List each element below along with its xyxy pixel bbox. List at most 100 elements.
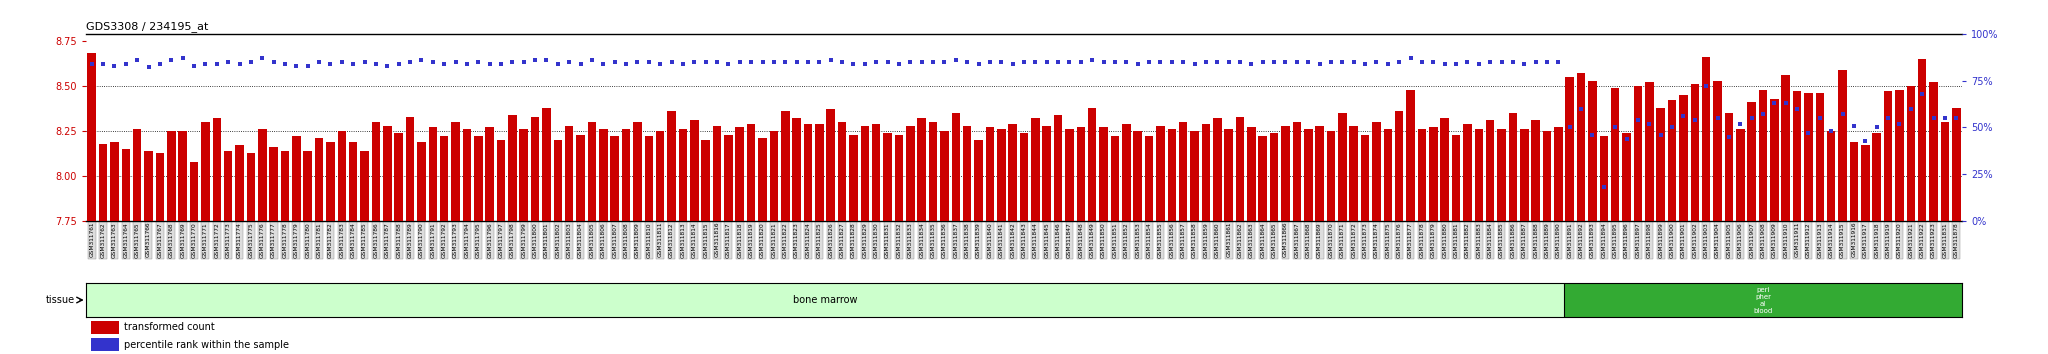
Point bbox=[588, 61, 621, 67]
Point bbox=[1008, 59, 1040, 65]
Bar bbox=[1407, 90, 1415, 221]
Bar bbox=[530, 116, 539, 221]
Point bbox=[995, 61, 1028, 67]
Bar bbox=[1315, 126, 1323, 221]
Point bbox=[1292, 59, 1325, 65]
Point bbox=[518, 57, 551, 63]
Bar bbox=[201, 122, 209, 221]
Bar bbox=[1087, 108, 1096, 221]
Point bbox=[950, 59, 983, 65]
Point bbox=[1280, 59, 1313, 65]
Bar bbox=[940, 131, 948, 221]
Bar bbox=[326, 142, 334, 221]
Bar bbox=[600, 129, 608, 221]
Bar bbox=[1497, 129, 1505, 221]
Point bbox=[1645, 132, 1677, 138]
Point bbox=[1122, 61, 1155, 67]
Bar bbox=[770, 131, 778, 221]
Point bbox=[76, 61, 109, 67]
Bar bbox=[1907, 86, 1915, 221]
Bar bbox=[895, 135, 903, 221]
Point bbox=[541, 61, 573, 67]
Bar bbox=[1077, 127, 1085, 221]
Point bbox=[1065, 59, 1098, 65]
Bar bbox=[1554, 127, 1563, 221]
Bar bbox=[758, 138, 766, 221]
Bar bbox=[1542, 131, 1550, 221]
Bar bbox=[143, 151, 154, 221]
Bar bbox=[645, 136, 653, 221]
Bar bbox=[905, 126, 915, 221]
Point bbox=[598, 59, 631, 65]
Point bbox=[883, 61, 915, 67]
Bar bbox=[678, 129, 688, 221]
Bar bbox=[1804, 93, 1812, 221]
Bar bbox=[348, 142, 358, 221]
Point bbox=[1315, 59, 1348, 65]
Bar bbox=[168, 131, 176, 221]
Point bbox=[1427, 61, 1460, 67]
Point bbox=[485, 61, 518, 67]
Point bbox=[1030, 59, 1063, 65]
Bar bbox=[690, 120, 698, 221]
Point bbox=[655, 59, 688, 65]
Point bbox=[1507, 61, 1540, 67]
Bar bbox=[1452, 135, 1460, 221]
Point bbox=[143, 61, 176, 67]
Bar bbox=[1122, 124, 1130, 221]
Bar bbox=[1384, 129, 1393, 221]
Bar bbox=[440, 136, 449, 221]
Point bbox=[621, 59, 653, 65]
Point bbox=[291, 63, 324, 68]
Bar bbox=[315, 138, 324, 221]
Bar bbox=[1520, 129, 1528, 221]
Point bbox=[1440, 61, 1473, 67]
Bar bbox=[88, 53, 96, 221]
Point bbox=[86, 61, 119, 67]
Bar bbox=[371, 122, 381, 221]
Point bbox=[1882, 121, 1915, 126]
Point bbox=[1690, 83, 1722, 89]
Bar bbox=[1747, 102, 1755, 221]
Bar bbox=[223, 151, 231, 221]
Bar bbox=[406, 116, 414, 221]
Bar bbox=[610, 136, 618, 221]
Point bbox=[360, 61, 393, 67]
Bar bbox=[451, 122, 461, 221]
Bar bbox=[1917, 59, 1927, 221]
Point bbox=[303, 59, 336, 65]
Point bbox=[121, 57, 154, 63]
Point bbox=[1679, 117, 1712, 123]
Point bbox=[700, 59, 733, 65]
Point bbox=[1145, 59, 1178, 65]
Bar bbox=[1714, 80, 1722, 221]
Bar bbox=[780, 111, 788, 221]
Point bbox=[371, 63, 403, 68]
Point bbox=[1565, 106, 1597, 112]
Bar bbox=[1282, 126, 1290, 221]
Bar bbox=[623, 129, 631, 221]
Point bbox=[406, 57, 438, 63]
Point bbox=[1860, 125, 1892, 130]
Point bbox=[1087, 59, 1120, 65]
Point bbox=[1894, 106, 1927, 112]
Text: peri
pher
al
blood: peri pher al blood bbox=[1753, 286, 1774, 314]
Point bbox=[1769, 100, 1802, 106]
Bar bbox=[293, 136, 301, 221]
Point bbox=[326, 59, 358, 65]
Bar bbox=[883, 133, 891, 221]
Point bbox=[530, 57, 563, 63]
Text: percentile rank within the sample: percentile rank within the sample bbox=[123, 340, 289, 350]
Point bbox=[1917, 115, 1950, 121]
Bar bbox=[90, 338, 119, 351]
Point bbox=[1929, 115, 1962, 121]
Bar bbox=[1212, 119, 1221, 221]
Bar bbox=[793, 119, 801, 221]
Bar bbox=[1257, 136, 1268, 221]
Bar bbox=[1055, 115, 1063, 221]
Bar bbox=[1782, 75, 1790, 221]
Point bbox=[1827, 112, 1860, 117]
Point bbox=[451, 61, 483, 67]
Point bbox=[438, 59, 471, 65]
Point bbox=[1247, 59, 1280, 65]
